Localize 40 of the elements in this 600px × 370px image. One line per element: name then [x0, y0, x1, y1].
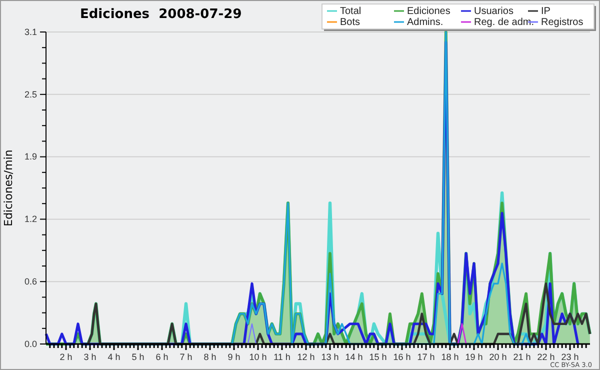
legend-label: Total	[340, 6, 362, 17]
line-series	[86, 282, 592, 346]
x-tick-label: 19 h	[465, 352, 483, 362]
x-tick-label: 3 h	[84, 352, 96, 362]
x-tick-label: 17 h	[417, 352, 435, 362]
x-tick-label: 2 h	[60, 352, 72, 362]
x-tick-label: 8 h	[204, 352, 216, 362]
y-axis-title: Ediciones/min	[2, 150, 15, 226]
x-tick-label: 10 h	[249, 352, 267, 362]
x-tick-label: 5 h	[132, 352, 144, 362]
legend-label: Registros	[541, 17, 584, 28]
x-tick-label: 20 h	[489, 352, 507, 362]
y-tick-label: 0.6	[24, 276, 37, 286]
y-tick-label: 0.0	[24, 338, 37, 349]
y-tick-label: 3.1	[24, 26, 37, 37]
x-tick-label: 9 h	[228, 352, 240, 362]
y-tick-label: 1.9	[24, 152, 37, 162]
x-tick-label: 15 h	[369, 352, 387, 362]
x-tick-label: 6 h	[156, 352, 168, 362]
legend-label: Admins.	[407, 17, 444, 28]
line-series	[231, 31, 531, 345]
x-tick-label: 16 h	[393, 352, 411, 362]
x-tick-label: 18 h	[441, 352, 459, 362]
x-tick-label: 11 h	[274, 352, 290, 362]
x-tick-label: 21 h	[513, 352, 531, 362]
y-tick-label: 2.5	[24, 89, 37, 100]
legend-label: Usuarios	[474, 6, 514, 17]
y-tick-label: 1.2	[24, 214, 37, 224]
x-tick-label: 4 h	[108, 352, 120, 362]
x-tick-label: 13 h	[321, 352, 339, 362]
x-tick-label: 7 h	[180, 352, 192, 362]
x-tick-label: 22 h	[537, 352, 555, 362]
x-tick-label: 14 h	[345, 352, 363, 362]
x-tick-label: 23 h	[561, 352, 579, 362]
legend-label: Reg. de adm.	[474, 17, 534, 28]
legend-label: Ediciones	[407, 6, 450, 17]
legend-label: Bots	[340, 17, 360, 28]
x-tick-label: 12 h	[297, 352, 315, 362]
legend-label: IP	[541, 6, 551, 17]
chart-title: Ediciones 2008-07-29	[80, 7, 242, 22]
